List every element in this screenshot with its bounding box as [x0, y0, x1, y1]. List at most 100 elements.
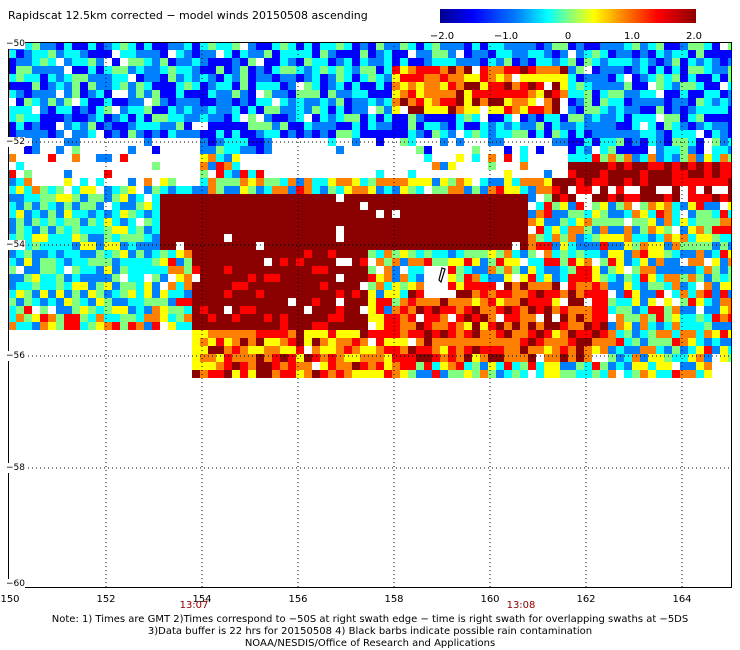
wind-cell: [336, 42, 344, 50]
wind-cell: [416, 338, 424, 346]
wind-cell: [664, 306, 672, 314]
wind-cell: [720, 154, 728, 162]
wind-cell: [224, 90, 232, 98]
wind-cell: [512, 354, 520, 362]
wind-cell: [392, 274, 400, 282]
wind-cell: [384, 130, 392, 138]
wind-cell: [496, 250, 504, 258]
wind-cell: [504, 106, 512, 114]
wind-cell: [224, 338, 232, 346]
wind-cell: [152, 122, 160, 130]
wind-cell: [520, 114, 528, 122]
wind-cell: [624, 130, 632, 138]
wind-cell: [424, 122, 432, 130]
wind-cell: [184, 74, 192, 82]
wind-cell: [72, 186, 80, 194]
wind-cell: [536, 210, 544, 218]
wind-cell: [376, 362, 384, 370]
wind-cell: [80, 130, 88, 138]
wind-cell: [304, 90, 312, 98]
wind-cell: [200, 306, 208, 314]
wind-cell: [704, 106, 712, 114]
wind-cell: [640, 98, 648, 106]
wind-cell: [400, 234, 408, 242]
wind-cell: [648, 114, 656, 122]
wind-cell: [392, 362, 400, 370]
wind-cell: [224, 130, 232, 138]
wind-cell: [656, 362, 664, 370]
wind-cell: [464, 346, 472, 354]
wind-cell: [224, 314, 232, 322]
wind-cell: [296, 114, 304, 122]
wind-cell: [128, 234, 136, 242]
wind-cell: [224, 98, 232, 106]
wind-cell: [528, 122, 536, 130]
wind-cell: [584, 186, 592, 194]
rain-flag-barb: [438, 267, 446, 284]
wind-cell: [440, 370, 448, 378]
wind-cell: [120, 98, 128, 106]
wind-cell: [360, 130, 368, 138]
wind-cell: [600, 322, 608, 330]
wind-cell: [216, 154, 224, 162]
wind-cell: [608, 50, 616, 58]
wind-cell: [632, 74, 640, 82]
wind-cell: [304, 218, 312, 226]
wind-cell: [128, 58, 136, 66]
wind-cell: [496, 370, 504, 378]
wind-cell: [664, 242, 672, 250]
wind-cell: [416, 250, 424, 258]
wind-cell: [48, 90, 56, 98]
wind-cell: [224, 178, 232, 186]
wind-cell: [704, 194, 712, 202]
wind-cell: [240, 210, 248, 218]
wind-cell: [496, 330, 504, 338]
wind-cell: [328, 122, 336, 130]
wind-cell: [56, 218, 64, 226]
lat-label: −60: [6, 579, 25, 589]
wind-cell: [624, 298, 632, 306]
wind-cell: [288, 74, 296, 82]
wind-cell: [656, 82, 664, 90]
wind-cell: [576, 282, 584, 290]
wind-cell: [648, 242, 656, 250]
wind-cell: [360, 58, 368, 66]
wind-cell: [712, 250, 720, 258]
wind-cell: [456, 178, 464, 186]
wind-cell: [312, 258, 320, 266]
wind-cell: [168, 194, 176, 202]
wind-cell: [24, 82, 32, 90]
wind-cell: [336, 74, 344, 82]
wind-cell: [408, 354, 416, 362]
wind-cell: [304, 370, 312, 378]
wind-cell: [488, 330, 496, 338]
wind-cell: [344, 82, 352, 90]
lon-label: 160: [480, 594, 500, 605]
wind-cell: [416, 218, 424, 226]
wind-cell: [400, 330, 408, 338]
wind-cell: [248, 50, 256, 58]
wind-cell: [272, 234, 280, 242]
wind-cell: [656, 218, 664, 226]
wind-cell: [216, 186, 224, 194]
wind-cell: [248, 106, 256, 114]
lon-label: 156: [288, 594, 308, 605]
wind-cell: [560, 370, 568, 378]
wind-cell: [640, 154, 648, 162]
wind-cell: [136, 90, 144, 98]
wind-cell: [488, 162, 496, 170]
wind-cell: [48, 106, 56, 114]
wind-cell: [576, 178, 584, 186]
wind-cell: [488, 122, 496, 130]
wind-cell: [576, 266, 584, 274]
wind-cell: [648, 314, 656, 322]
wind-cell: [624, 354, 632, 362]
wind-cell: [624, 66, 632, 74]
wind-cell: [176, 74, 184, 82]
wind-cell: [200, 130, 208, 138]
wind-cell: [584, 314, 592, 322]
wind-cell: [416, 266, 424, 274]
wind-cell: [472, 194, 480, 202]
wind-cell: [472, 306, 480, 314]
wind-cell: [552, 74, 560, 82]
